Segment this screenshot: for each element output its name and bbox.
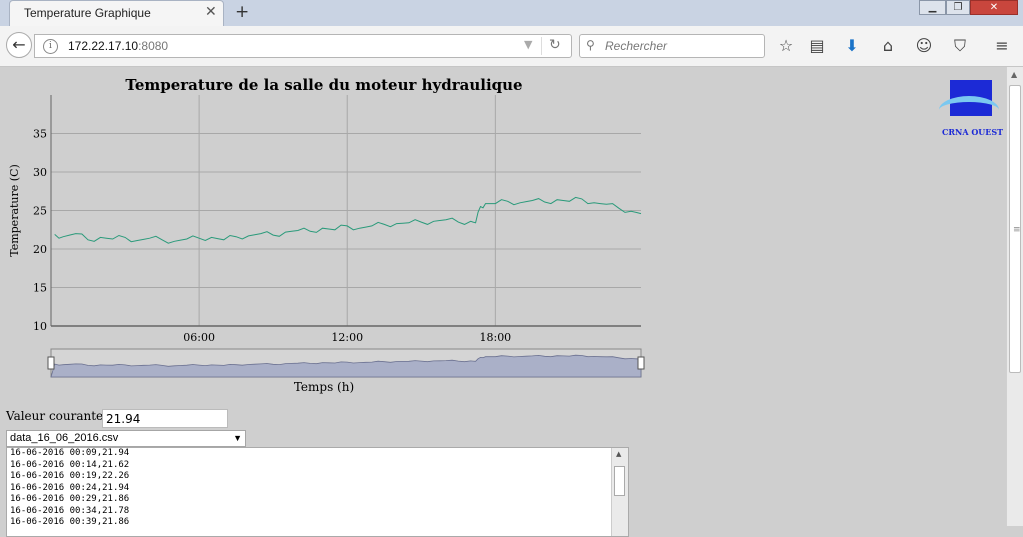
chat-icon[interactable]: ☺ (915, 36, 933, 55)
range-handle-right[interactable] (637, 356, 645, 370)
data-textarea[interactable]: 16-06-2016 00:09,21.94 16-06-2016 00:14,2… (6, 447, 629, 537)
file-select-value: data_16_06_2016.csv (10, 432, 119, 444)
browser-navbar: ← i 172.22.17.10:8080 ▼ ↻ ⚲ Rechercher ☆… (0, 26, 1023, 67)
data-line: 16-06-2016 00:14,21.62 (10, 459, 130, 470)
new-tab-button[interactable]: + (235, 2, 250, 22)
grip-icon: ≡ (1013, 225, 1021, 235)
y-tick-label: 25 (33, 205, 47, 218)
data-line: 16-06-2016 00:24,21.94 (10, 482, 130, 493)
close-tab-icon[interactable]: ✕ (205, 4, 217, 20)
url-text: 172.22.17.10:8080 (68, 39, 168, 53)
chevron-down-icon[interactable]: ▼ (524, 38, 533, 51)
chevron-down-icon[interactable]: ▼ (233, 433, 242, 443)
y-tick-label: 20 (33, 243, 47, 256)
browser-titlebar: Temperature Graphique ✕ + ▁ ❐ ✕ (0, 0, 1023, 26)
logo-swoosh (939, 96, 999, 124)
x-tick-label: 12:00 (331, 331, 363, 344)
y-tick-label: 30 (33, 166, 47, 179)
close-window-button[interactable]: ✕ (970, 0, 1018, 15)
bookmark-star-icon[interactable]: ☆ (778, 36, 794, 55)
download-icon[interactable]: ⬇ (845, 36, 859, 55)
data-line: 16-06-2016 00:19,22.26 (10, 471, 130, 481)
url-host: 172.22.17.10 (68, 39, 139, 53)
home-icon[interactable]: ⌂ (882, 36, 894, 55)
y-axis-label: Temperature (C) (8, 164, 21, 257)
range-handle-left[interactable] (47, 356, 55, 370)
address-bar[interactable]: i 172.22.17.10:8080 ▼ ↻ (34, 34, 572, 58)
logo-text: CRNA OUEST (942, 127, 1004, 137)
search-placeholder: Rechercher (605, 39, 668, 53)
tab-title: Temperature Graphique (24, 6, 151, 20)
temperature-chart: Temperature de la salle du moteur hydrau… (8, 76, 645, 394)
crna-logo: CRNA OUEST (939, 80, 1005, 140)
search-icon: ⚲ (586, 38, 595, 52)
browser-tab[interactable]: Temperature Graphique ✕ (9, 0, 224, 26)
current-value-field[interactable]: 21.94 (102, 409, 228, 428)
y-tick-label: 15 (33, 282, 47, 295)
reading-list-icon[interactable]: ▤ (809, 36, 825, 55)
data-line: 16-06-2016 00:39,21.86 (10, 517, 130, 527)
page-content: Temperature de la salle du moteur hydrau… (0, 67, 1006, 537)
search-bar[interactable]: ⚲ Rechercher (579, 34, 765, 58)
y-tick-label: 10 (33, 320, 47, 333)
range-selector-area (50, 354, 642, 378)
y-tick-label: 35 (33, 128, 47, 141)
textarea-scrollbar[interactable]: ▲ (611, 448, 628, 536)
scroll-up-icon[interactable]: ▲ (616, 450, 622, 458)
textarea-scroll-thumb[interactable] (614, 466, 625, 496)
file-select[interactable]: data_16_06_2016.csv ▼ (6, 430, 246, 447)
data-line: 16-06-2016 00:34,21.78 (10, 505, 130, 516)
url-port: :8080 (138, 39, 169, 53)
back-button[interactable]: ← (6, 32, 32, 58)
x-tick-label: 06:00 (183, 331, 215, 344)
url-divider (541, 37, 542, 55)
chart-title: Temperature de la salle du moteur hydrau… (125, 76, 522, 94)
pocket-icon[interactable]: ⛉ (953, 36, 966, 55)
data-lines: 16-06-2016 00:09,21.94 16-06-2016 00:14,2… (7, 448, 628, 529)
menu-icon[interactable]: ≡ (995, 36, 1009, 55)
page-scroll-thumb[interactable]: ≡ (1009, 85, 1021, 373)
minimize-button[interactable]: ▁ (919, 0, 946, 15)
reload-icon[interactable]: ↻ (549, 37, 561, 53)
page-scrollbar[interactable]: ▲ ≡ (1006, 67, 1023, 526)
scroll-up-icon[interactable]: ▲ (1011, 70, 1018, 79)
data-line: 16-06-2016 00:29,21.86 (10, 494, 130, 504)
data-line: 16-06-2016 00:09,21.94 (10, 448, 130, 458)
info-icon[interactable]: i (43, 39, 58, 54)
x-tick-label: 18:00 (479, 331, 511, 344)
x-axis-label: Temps (h) (294, 380, 354, 394)
current-value-label: Valeur courante = (6, 409, 118, 423)
maximize-button[interactable]: ❐ (946, 0, 970, 15)
temperature-series-line (54, 196, 642, 244)
